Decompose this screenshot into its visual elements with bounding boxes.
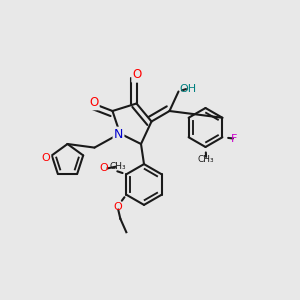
Text: CH₃: CH₃ bbox=[198, 154, 214, 164]
Text: O: O bbox=[41, 153, 50, 163]
Text: N: N bbox=[114, 128, 123, 141]
Text: OH: OH bbox=[179, 83, 196, 94]
Text: O: O bbox=[133, 68, 142, 82]
Text: O: O bbox=[89, 96, 98, 109]
Text: F: F bbox=[231, 134, 237, 144]
Text: O: O bbox=[100, 163, 108, 173]
Text: O: O bbox=[114, 202, 123, 212]
Text: CH₃: CH₃ bbox=[110, 162, 127, 171]
